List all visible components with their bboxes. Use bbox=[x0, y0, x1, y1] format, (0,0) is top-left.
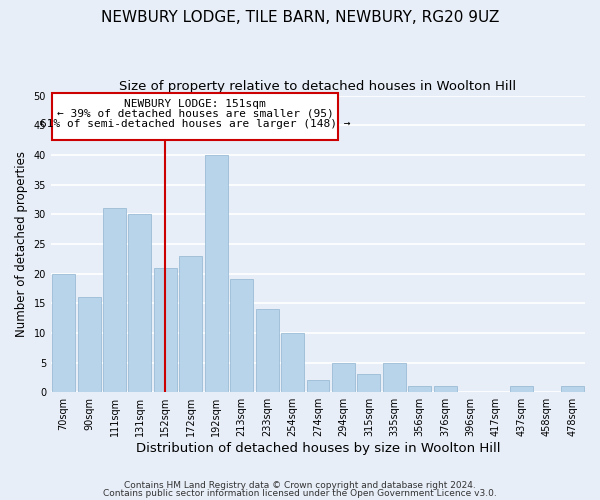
Bar bbox=[77, 298, 101, 392]
Text: Contains HM Land Registry data © Crown copyright and database right 2024.: Contains HM Land Registry data © Crown c… bbox=[124, 481, 476, 490]
Text: NEWBURY LODGE, TILE BARN, NEWBURY, RG20 9UZ: NEWBURY LODGE, TILE BARN, NEWBURY, RG20 … bbox=[101, 10, 499, 25]
Text: ← 39% of detached houses are smaller (95): ← 39% of detached houses are smaller (95… bbox=[57, 108, 334, 118]
Bar bbox=[332, 362, 355, 392]
FancyBboxPatch shape bbox=[52, 92, 338, 140]
Bar bbox=[52, 274, 75, 392]
Text: Contains public sector information licensed under the Open Government Licence v3: Contains public sector information licen… bbox=[103, 488, 497, 498]
Bar bbox=[256, 309, 278, 392]
Bar bbox=[358, 374, 380, 392]
Text: 61% of semi-detached houses are larger (148) →: 61% of semi-detached houses are larger (… bbox=[40, 120, 350, 130]
Bar bbox=[307, 380, 329, 392]
Bar bbox=[408, 386, 431, 392]
Bar bbox=[154, 268, 177, 392]
Bar bbox=[205, 155, 227, 392]
Bar bbox=[179, 256, 202, 392]
Bar bbox=[103, 208, 126, 392]
Y-axis label: Number of detached properties: Number of detached properties bbox=[15, 151, 28, 337]
Text: NEWBURY LODGE: 151sqm: NEWBURY LODGE: 151sqm bbox=[124, 98, 266, 108]
X-axis label: Distribution of detached houses by size in Woolton Hill: Distribution of detached houses by size … bbox=[136, 442, 500, 455]
Bar bbox=[230, 280, 253, 392]
Title: Size of property relative to detached houses in Woolton Hill: Size of property relative to detached ho… bbox=[119, 80, 517, 93]
Bar bbox=[510, 386, 533, 392]
Bar bbox=[281, 333, 304, 392]
Bar bbox=[434, 386, 457, 392]
Bar bbox=[561, 386, 584, 392]
Bar bbox=[128, 214, 151, 392]
Bar bbox=[383, 362, 406, 392]
